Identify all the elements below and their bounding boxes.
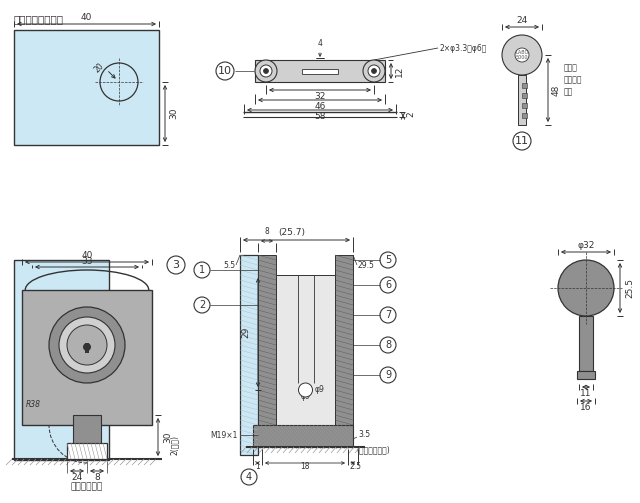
Bar	[85, 343, 89, 353]
Text: LABO
5000: LABO 5000	[515, 50, 529, 60]
Text: 58: 58	[314, 112, 326, 121]
Bar	[518, 75, 526, 125]
Text: 20: 20	[92, 61, 105, 74]
Text: 【ガラス加工図】: 【ガラス加工図】	[14, 14, 64, 24]
Circle shape	[49, 307, 125, 383]
Text: 40: 40	[81, 250, 93, 260]
Bar	[14, 30, 159, 145]
Text: (25.7): (25.7)	[278, 227, 305, 236]
Text: 30: 30	[163, 431, 173, 443]
Bar	[522, 93, 527, 98]
Text: 10: 10	[218, 66, 232, 76]
Text: 8: 8	[385, 340, 391, 350]
Text: 2(最小): 2(最小)	[170, 435, 179, 455]
Bar	[67, 443, 107, 459]
Circle shape	[368, 65, 380, 77]
Text: 24: 24	[516, 16, 527, 25]
Text: R38: R38	[26, 400, 41, 409]
Text: φ32: φ32	[577, 240, 595, 249]
Text: 11: 11	[580, 389, 592, 398]
Text: 9: 9	[385, 370, 391, 380]
Bar	[22, 290, 152, 425]
Bar	[276, 275, 335, 425]
Text: 裏面に
キー番号
刻印: 裏面に キー番号 刻印	[564, 64, 582, 96]
Text: 11: 11	[515, 136, 529, 146]
Text: 1: 1	[255, 462, 260, 471]
Circle shape	[371, 68, 376, 73]
Bar	[522, 83, 527, 88]
Bar	[522, 103, 527, 108]
Text: 18: 18	[300, 462, 310, 471]
Text: 33: 33	[81, 258, 93, 267]
Bar	[579, 316, 593, 371]
Text: 29: 29	[241, 327, 250, 338]
Circle shape	[298, 383, 312, 397]
Text: 5.5: 5.5	[223, 261, 235, 270]
Text: 1: 1	[199, 265, 205, 275]
Text: φ9: φ9	[314, 385, 324, 394]
Circle shape	[59, 317, 115, 373]
Bar	[258, 255, 276, 425]
Circle shape	[260, 65, 272, 77]
Circle shape	[558, 260, 614, 316]
Text: 2: 2	[406, 112, 415, 117]
Bar	[302, 68, 338, 73]
Circle shape	[83, 343, 91, 351]
Circle shape	[502, 35, 542, 75]
Text: 25.5: 25.5	[625, 278, 634, 298]
Text: 2: 2	[199, 300, 205, 310]
Bar	[14, 260, 109, 460]
Text: 30: 30	[170, 108, 179, 119]
Bar	[73, 415, 101, 445]
Text: 8: 8	[94, 473, 100, 482]
Circle shape	[255, 60, 277, 82]
Text: 29.5: 29.5	[358, 261, 375, 270]
Text: 5: 5	[385, 255, 391, 265]
Text: 48: 48	[552, 85, 561, 96]
Text: 2.5: 2.5	[349, 462, 361, 471]
Bar	[522, 113, 527, 118]
Circle shape	[264, 68, 269, 73]
Text: 4: 4	[246, 472, 252, 482]
Bar	[253, 425, 353, 447]
Circle shape	[515, 48, 529, 62]
Text: 3.5: 3.5	[358, 430, 370, 439]
Text: LABO: LABO	[80, 328, 94, 333]
Text: 4: 4	[317, 39, 323, 48]
Text: 2×φ3.3穴φ6タ: 2×φ3.3穴φ6タ	[440, 43, 488, 52]
Text: 12: 12	[394, 65, 403, 76]
Text: 7: 7	[385, 310, 391, 320]
Text: 32: 32	[314, 92, 326, 101]
Bar	[577, 371, 595, 379]
Text: 8: 8	[264, 227, 269, 236]
Circle shape	[363, 60, 385, 82]
Bar	[335, 255, 353, 425]
Text: 16: 16	[580, 403, 592, 412]
Text: 40: 40	[81, 13, 92, 22]
Text: (リング調整代): (リング調整代)	[356, 445, 390, 454]
Bar	[255, 60, 385, 82]
Text: 3: 3	[173, 260, 179, 270]
Text: 24: 24	[72, 473, 83, 482]
Text: 6: 6	[385, 280, 391, 290]
Text: 46: 46	[314, 102, 326, 111]
Bar	[240, 255, 258, 455]
Text: キー番号刷印: キー番号刷印	[71, 482, 103, 491]
Circle shape	[67, 325, 107, 365]
Text: M19×1: M19×1	[211, 431, 238, 440]
Text: φ9: φ9	[301, 392, 310, 401]
